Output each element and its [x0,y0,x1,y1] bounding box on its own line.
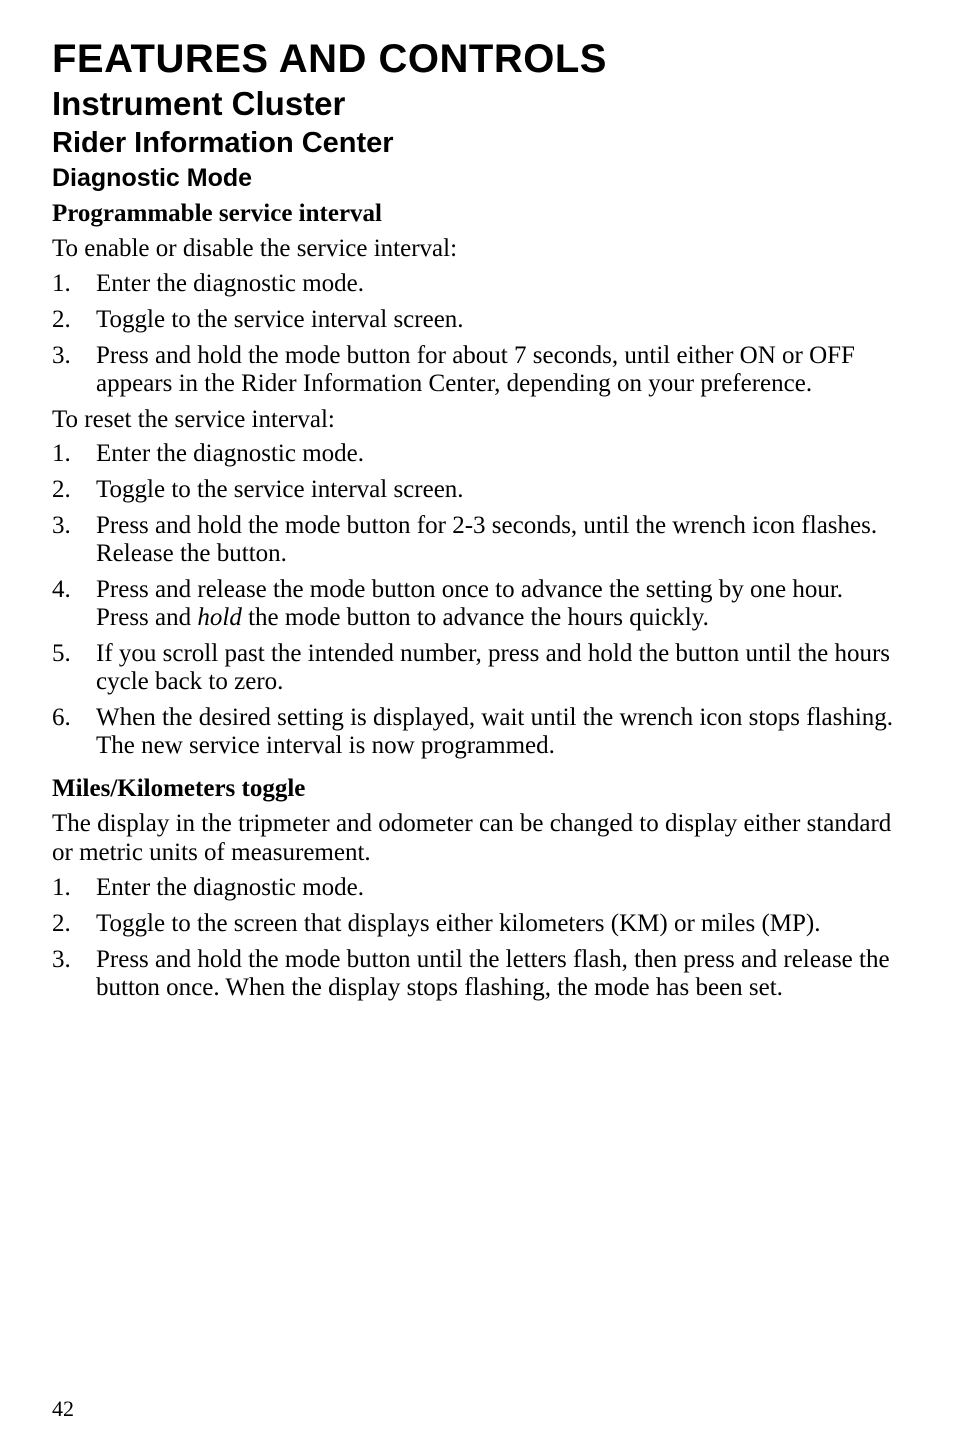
page-number: 42 [52,1396,74,1422]
list-item: Press and release the mode button once t… [52,576,902,632]
heading-1: FEATURES AND CONTROLS [52,36,902,82]
section-1-intro-2: To reset the service interval: [52,406,902,435]
list-item: Toggle to the service interval screen. [52,306,902,334]
section-2-intro: The display in the tripmeter and odomete… [52,810,902,868]
list-item: Enter the diagnostic mode. [52,874,902,902]
heading-4: Diagnostic Mode [52,162,902,195]
section-2-title: Miles/Kilometers toggle [52,774,902,804]
section-1-list-1: Enter the diagnostic mode. Toggle to the… [52,270,902,398]
list-item: If you scroll past the intended number, … [52,640,902,696]
section-2-list: Enter the diagnostic mode. Toggle to the… [52,874,902,1002]
heading-3: Rider Information Center [52,126,902,161]
section-1-list-2: Enter the diagnostic mode. Toggle to the… [52,440,902,760]
list-item: Press and hold the mode button until the… [52,946,902,1002]
section-1-intro-1: To enable or disable the service interva… [52,235,902,264]
list-item: Press and hold the mode button for about… [52,342,902,398]
list-item: When the desired setting is displayed, w… [52,704,902,760]
list-item: Enter the diagnostic mode. [52,270,902,298]
text-run-italic: hold [197,604,241,631]
list-item: Toggle to the service interval screen. [52,476,902,504]
heading-2: Instrument Cluster [52,84,902,124]
text-run: the mode button to advance the hours qui… [242,604,709,631]
section-1-title: Programmable service interval [52,199,902,229]
list-item: Toggle to the screen that displays eithe… [52,910,902,938]
page-container: FEATURES AND CONTROLS Instrument Cluster… [0,0,954,1454]
list-item: Enter the diagnostic mode. [52,440,902,468]
list-item: Press and hold the mode button for 2-3 s… [52,512,902,568]
